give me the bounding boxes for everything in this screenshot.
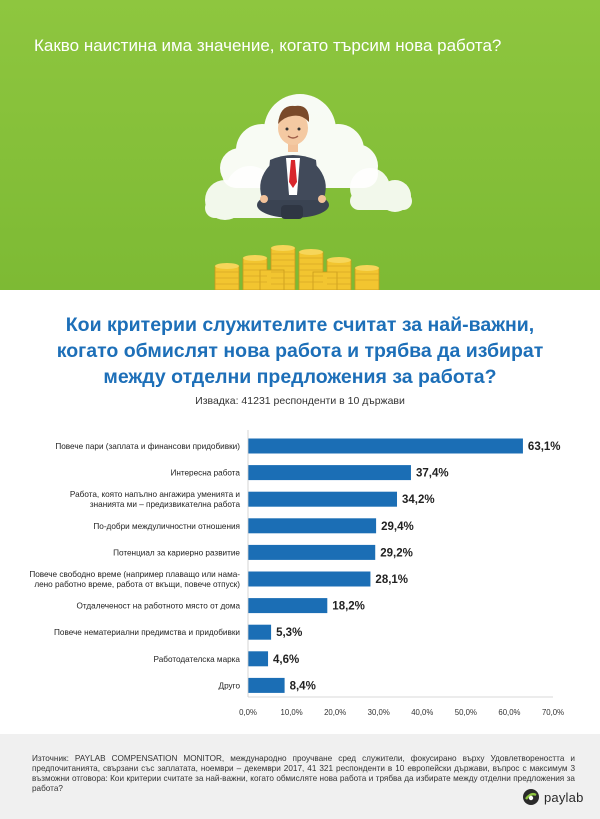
x-tick-label: 40,0% bbox=[411, 708, 433, 717]
category-label: По-добри междуличностни отношения bbox=[93, 522, 240, 531]
paylab-logo: paylab bbox=[522, 788, 584, 806]
category-label: Интересна работа bbox=[170, 469, 240, 478]
hero-title: Какво наистина има значение, когато търс… bbox=[34, 36, 502, 55]
bar bbox=[248, 598, 328, 614]
bar bbox=[248, 544, 376, 560]
category-label: Повече нематериални предимства и придоби… bbox=[54, 628, 240, 637]
bar bbox=[248, 624, 272, 640]
bar bbox=[248, 491, 398, 507]
bar-value-label: 28,1% bbox=[375, 574, 408, 586]
bar-chart: 63,1% Повече пари (заплата и финансови пр… bbox=[29, 430, 564, 717]
category-label: Друго bbox=[219, 681, 241, 690]
bar-value-label: 37,4% bbox=[416, 468, 449, 480]
bar bbox=[248, 571, 371, 587]
x-tick-label: 60,0% bbox=[498, 708, 520, 717]
paylab-logo-icon bbox=[523, 789, 539, 805]
x-tick-label: 30,0% bbox=[368, 708, 390, 717]
businessman-figure bbox=[257, 105, 329, 219]
bar bbox=[248, 651, 269, 667]
bar bbox=[248, 438, 523, 454]
coin-stacks bbox=[214, 245, 380, 290]
bar-value-label: 4,6% bbox=[273, 654, 299, 666]
footer: Източник: PAYLAB COMPENSATION MONITOR, м… bbox=[0, 734, 600, 819]
bar bbox=[248, 677, 285, 693]
chart-title-line: Кои критерии служителите считат за най-в… bbox=[65, 314, 535, 336]
hero-illustration bbox=[205, 94, 412, 290]
bar-value-label: 8,4% bbox=[290, 680, 316, 692]
x-tick-label: 0,0% bbox=[239, 708, 257, 717]
x-tick-label: 70,0% bbox=[542, 708, 564, 717]
chart-subtitle: Извадка: 41231 респонденти в 10 държави bbox=[195, 395, 405, 407]
hero-banner: Какво наистина има значение, когато търс… bbox=[0, 0, 600, 290]
chart-title-line: между отделни предложения за работа? bbox=[103, 366, 497, 388]
bar-value-label: 63,1% bbox=[528, 441, 561, 453]
category-label: Отдалеченост на работното място от дома bbox=[77, 602, 241, 611]
bar-value-label: 29,2% bbox=[380, 547, 413, 559]
paylab-logo-text: paylab bbox=[544, 789, 584, 805]
category-label: Повече свободно време (например плаващо … bbox=[29, 570, 240, 579]
x-tick-label: 20,0% bbox=[324, 708, 346, 717]
category-label: знанията ми – предизвикателна работа bbox=[90, 500, 241, 509]
x-tick-label: 10,0% bbox=[281, 708, 303, 717]
category-label: Работа, която напълно ангажира уменията … bbox=[70, 490, 240, 499]
category-label: Повече пари (заплата и финансови придоби… bbox=[55, 442, 240, 451]
source-note: Източник: PAYLAB COMPENSATION MONITOR, м… bbox=[32, 754, 575, 793]
bar-value-label: 34,2% bbox=[402, 494, 435, 506]
category-label: лено работно време, работа от вкъщи, пов… bbox=[34, 580, 240, 589]
bar bbox=[248, 465, 411, 481]
bar bbox=[248, 518, 377, 534]
category-label: Работодателска марка bbox=[154, 655, 241, 664]
chart-title-line: когато обмислят нова работа и трябва да … bbox=[56, 340, 544, 362]
chart-title: Кои критерии служителите считат за най-в… bbox=[30, 312, 570, 390]
bar-value-label: 29,4% bbox=[381, 521, 414, 533]
bar-value-label: 5,3% bbox=[276, 627, 302, 639]
x-tick-label: 50,0% bbox=[455, 708, 477, 717]
bar-value-label: 18,2% bbox=[332, 601, 365, 613]
category-label: Потенциал за кариерно развитие bbox=[113, 548, 240, 557]
